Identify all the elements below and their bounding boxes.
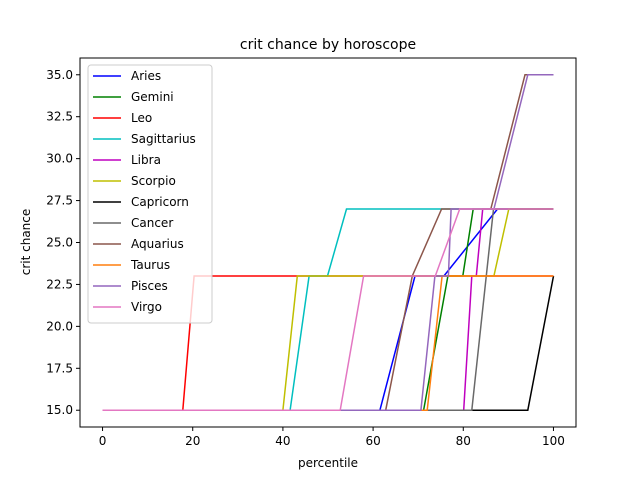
legend-box [87, 64, 213, 324]
chart-title: crit chance by horoscope [240, 37, 416, 53]
y-tick-label: 25.0 [46, 236, 73, 250]
legend-label: Pisces [131, 279, 168, 293]
x-tick-label: 0 [99, 434, 107, 448]
legend: Aries Gemini Leo Sagittarius Libra Scorpio Cap… [87, 64, 213, 324]
y-tick-label: 15.0 [46, 403, 73, 417]
x-tick-label: 80 [456, 434, 471, 448]
x-tick-label: 60 [365, 434, 380, 448]
legend-label: Scorpio [131, 174, 176, 188]
legend-label: Cancer [131, 216, 173, 230]
legend-label: Taurus [130, 258, 170, 272]
legend-label: Gemini [131, 90, 174, 104]
legend-label: Sagittarius [131, 132, 196, 146]
x-tick-label: 100 [542, 434, 565, 448]
ticks: 0 20 40 60 80 100 15.0 17.5 20.0 22.5 25.0 27.5 30.0… [46, 68, 565, 448]
legend-label: Aquarius [131, 237, 184, 251]
x-axis-label: percentile [298, 456, 358, 470]
y-tick-label: 32.5 [46, 110, 73, 124]
y-tick-label: 35.0 [46, 68, 73, 82]
y-tick-label: 20.0 [46, 319, 73, 333]
y-tick-label: 27.5 [46, 194, 73, 208]
series-line-virgo [102, 208, 554, 411]
y-axis-label: crit chance [19, 209, 33, 276]
plot-area [102, 74, 555, 411]
y-tick-label: 22.5 [46, 277, 73, 291]
x-tick-label: 40 [275, 434, 290, 448]
x-tick-label: 20 [185, 434, 200, 448]
y-tick-label: 30.0 [46, 152, 73, 166]
legend-label: Capricorn [131, 195, 189, 209]
y-tick-label: 17.5 [46, 361, 73, 375]
legend-label: Libra [131, 153, 161, 167]
legend-label: Virgo [131, 300, 162, 314]
legend-label: Leo [131, 111, 152, 125]
legend-label: Aries [131, 69, 161, 83]
series-line-pisces [102, 74, 554, 411]
